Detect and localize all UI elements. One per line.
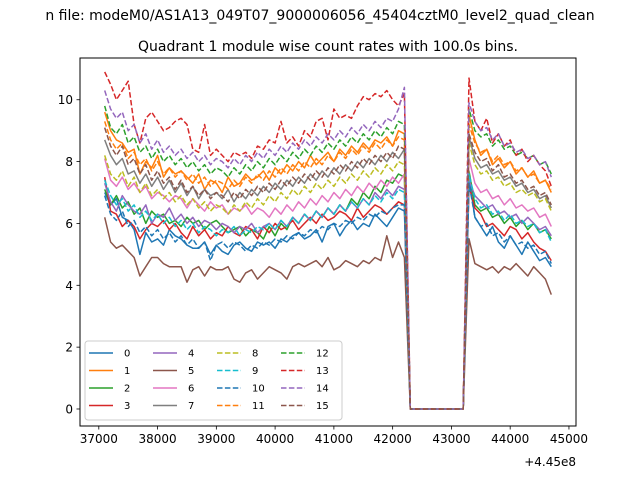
legend-box — [84, 340, 343, 421]
legend-label-10: 10 — [252, 384, 265, 395]
x-tick-label: 39000 — [197, 432, 235, 446]
x-axis: 37000 38000 39000 40000 41000 42000 43000 44000… — [80, 426, 588, 446]
legend-label-12: 12 — [316, 349, 329, 360]
plot-frame — [79, 57, 577, 427]
series-9-line — [103, 173, 552, 410]
y-axis: 0 2 4 6 8 10 — [58, 93, 80, 416]
y-tick-label: 10 — [58, 93, 73, 107]
series-15-line — [103, 127, 552, 410]
y-tick-label: 6 — [65, 217, 73, 231]
x-tick-label: 40000 — [256, 432, 294, 446]
series-3-line — [103, 176, 552, 410]
legend-label-9: 9 — [252, 366, 258, 377]
y-tick-label: 8 — [65, 155, 73, 169]
legend-label-7: 7 — [188, 401, 194, 412]
legend-label-3: 3 — [124, 401, 130, 412]
legend-label-0: 0 — [124, 349, 130, 360]
x-tick-label: 41000 — [315, 432, 353, 446]
x-tick-label: 38000 — [138, 432, 176, 446]
series-7-line — [103, 136, 552, 410]
legend-label-13: 13 — [316, 366, 329, 377]
legend-label-5: 5 — [188, 366, 194, 377]
legend-label-2: 2 — [124, 384, 130, 395]
x-tick-label: 43000 — [432, 432, 470, 446]
legend-label-6: 6 — [188, 384, 194, 395]
series-10-line — [103, 182, 552, 410]
series-layer — [103, 71, 553, 410]
x-tick-label: 42000 — [374, 432, 412, 446]
x-tick-label: 45000 — [550, 432, 588, 446]
legend-label-8: 8 — [252, 349, 258, 360]
legend-label-15: 15 — [316, 401, 329, 412]
series-12-line — [103, 105, 552, 410]
series-8-line — [103, 142, 552, 410]
chart-subtitle: Quadrant 1 module wise count rates with … — [138, 39, 518, 55]
x-tick-label: 44000 — [491, 432, 529, 446]
legend-label-4: 4 — [188, 349, 194, 360]
legend-label-11: 11 — [252, 401, 265, 412]
y-tick-label: 2 — [65, 341, 73, 355]
legend-label-1: 1 — [124, 366, 130, 377]
series-5-line — [103, 217, 553, 410]
x-offset-label: +4.45e8 — [524, 455, 576, 469]
series-11-line — [103, 121, 552, 410]
y-tick-label: 4 — [65, 279, 73, 293]
x-tick-label: 37000 — [80, 432, 118, 446]
legend-label-14: 14 — [316, 384, 329, 395]
figure-title: n file: modeM0/AS1A13_049T07_9000006056_… — [45, 8, 594, 24]
series-14-line — [103, 86, 553, 410]
y-tick-label: 0 — [65, 402, 73, 416]
